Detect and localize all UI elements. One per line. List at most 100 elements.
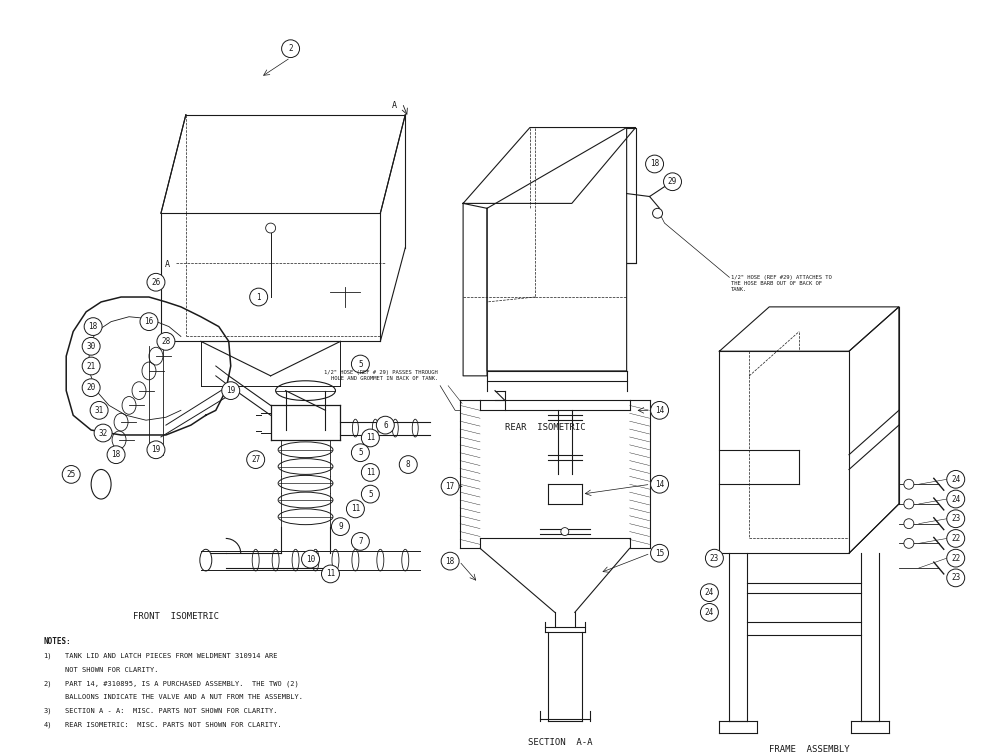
Text: 19: 19 [226, 386, 235, 395]
Text: A: A [165, 261, 170, 269]
Circle shape [94, 424, 112, 442]
Text: 5: 5 [368, 490, 373, 499]
Text: 23: 23 [710, 553, 719, 562]
Circle shape [700, 603, 718, 621]
Text: 22: 22 [951, 553, 960, 562]
Text: 24: 24 [705, 608, 714, 617]
Text: 29: 29 [668, 177, 677, 186]
Circle shape [376, 417, 394, 434]
Circle shape [561, 528, 569, 535]
Circle shape [351, 532, 369, 550]
Circle shape [947, 550, 965, 567]
Text: 2): 2) [43, 680, 52, 687]
Circle shape [147, 274, 165, 291]
Circle shape [351, 444, 369, 462]
Text: 1): 1) [43, 652, 52, 659]
Text: 9: 9 [338, 522, 343, 531]
Circle shape [441, 552, 459, 570]
Text: 11: 11 [351, 504, 360, 513]
Circle shape [700, 584, 718, 602]
Text: 27: 27 [251, 455, 260, 464]
Text: FRAME  ASSEMBLY: FRAME ASSEMBLY [769, 745, 849, 754]
Text: PART 14, #310895, IS A PURCHASED ASSEMBLY.  THE TWO (2): PART 14, #310895, IS A PURCHASED ASSEMBL… [65, 680, 299, 687]
Text: 2: 2 [288, 44, 293, 53]
Text: 24: 24 [951, 475, 960, 484]
Circle shape [651, 401, 669, 420]
Text: 4): 4) [43, 722, 52, 728]
Text: BALLOONS INDICATE THE VALVE AND A NUT FROM THE ASSEMBLY.: BALLOONS INDICATE THE VALVE AND A NUT FR… [65, 694, 303, 700]
Circle shape [904, 479, 914, 489]
Text: SECTION  A-A: SECTION A-A [528, 739, 592, 748]
Text: 23: 23 [951, 514, 960, 523]
Circle shape [90, 401, 108, 420]
Text: 5: 5 [358, 360, 363, 368]
Text: REAR ISOMETRIC:  MISC. PARTS NOT SHOWN FOR CLARITY.: REAR ISOMETRIC: MISC. PARTS NOT SHOWN FO… [65, 722, 282, 728]
Text: 31: 31 [94, 406, 104, 415]
Circle shape [904, 538, 914, 548]
Text: 14: 14 [655, 480, 664, 489]
Circle shape [62, 466, 80, 483]
Text: 18: 18 [446, 556, 455, 565]
Circle shape [157, 333, 175, 350]
Text: 11: 11 [366, 468, 375, 477]
Circle shape [361, 463, 379, 482]
Text: 22: 22 [951, 534, 960, 543]
Text: 19: 19 [151, 445, 161, 454]
Circle shape [346, 500, 364, 518]
Text: 15: 15 [655, 549, 664, 558]
Circle shape [331, 518, 349, 535]
Circle shape [302, 550, 320, 568]
Circle shape [321, 565, 339, 583]
Text: 25: 25 [67, 470, 76, 479]
Circle shape [247, 451, 265, 469]
Text: 21: 21 [87, 361, 96, 370]
Circle shape [664, 173, 681, 191]
Circle shape [222, 382, 240, 399]
Circle shape [651, 476, 669, 493]
Text: 1/2" HOSE (REF # 29) PASSES THROUGH
HOLE AND GROMMET IN BACK OF TANK.: 1/2" HOSE (REF # 29) PASSES THROUGH HOLE… [324, 370, 438, 381]
Text: 18: 18 [111, 450, 121, 459]
Circle shape [107, 446, 125, 463]
Circle shape [266, 223, 276, 233]
Circle shape [441, 477, 459, 495]
Text: 24: 24 [951, 494, 960, 503]
Circle shape [947, 530, 965, 547]
Circle shape [361, 429, 379, 447]
Text: FRONT  ISOMETRIC: FRONT ISOMETRIC [133, 612, 219, 621]
Text: 1/2" HOSE (REF #29) ATTACHES TO
THE HOSE BARB OUT OF BACK OF
TANK.: 1/2" HOSE (REF #29) ATTACHES TO THE HOSE… [731, 275, 832, 292]
Text: 16: 16 [144, 318, 154, 326]
Circle shape [82, 337, 100, 355]
Circle shape [140, 313, 158, 330]
Text: 18: 18 [89, 322, 98, 331]
Circle shape [651, 544, 669, 562]
Circle shape [947, 490, 965, 508]
Circle shape [147, 441, 165, 459]
Text: 11: 11 [326, 569, 335, 578]
Text: 30: 30 [87, 342, 96, 351]
Text: 32: 32 [98, 429, 108, 438]
Text: 14: 14 [655, 406, 664, 415]
Circle shape [82, 379, 100, 397]
Text: 17: 17 [446, 482, 455, 491]
Circle shape [947, 569, 965, 587]
Text: 6: 6 [383, 420, 388, 429]
Circle shape [904, 499, 914, 509]
Circle shape [361, 485, 379, 503]
Text: 10: 10 [306, 555, 315, 564]
Circle shape [653, 209, 663, 218]
Circle shape [351, 355, 369, 373]
Text: REAR  ISOMETRIC: REAR ISOMETRIC [505, 423, 585, 432]
Text: NOT SHOWN FOR CLARITY.: NOT SHOWN FOR CLARITY. [65, 667, 159, 673]
Text: 11: 11 [366, 433, 375, 442]
Circle shape [282, 40, 300, 57]
Text: SECTION A - A:  MISC. PARTS NOT SHOWN FOR CLARITY.: SECTION A - A: MISC. PARTS NOT SHOWN FOR… [65, 708, 278, 714]
Circle shape [250, 288, 268, 306]
Text: 3): 3) [43, 708, 52, 714]
Text: NOTES:: NOTES: [43, 637, 71, 646]
Text: 7: 7 [358, 537, 363, 546]
Text: 20: 20 [87, 383, 96, 392]
Text: 24: 24 [705, 588, 714, 597]
Text: TANK LID AND LATCH PIECES FROM WELDMENT 310914 ARE: TANK LID AND LATCH PIECES FROM WELDMENT … [65, 652, 278, 658]
Circle shape [399, 456, 417, 473]
Circle shape [947, 470, 965, 488]
